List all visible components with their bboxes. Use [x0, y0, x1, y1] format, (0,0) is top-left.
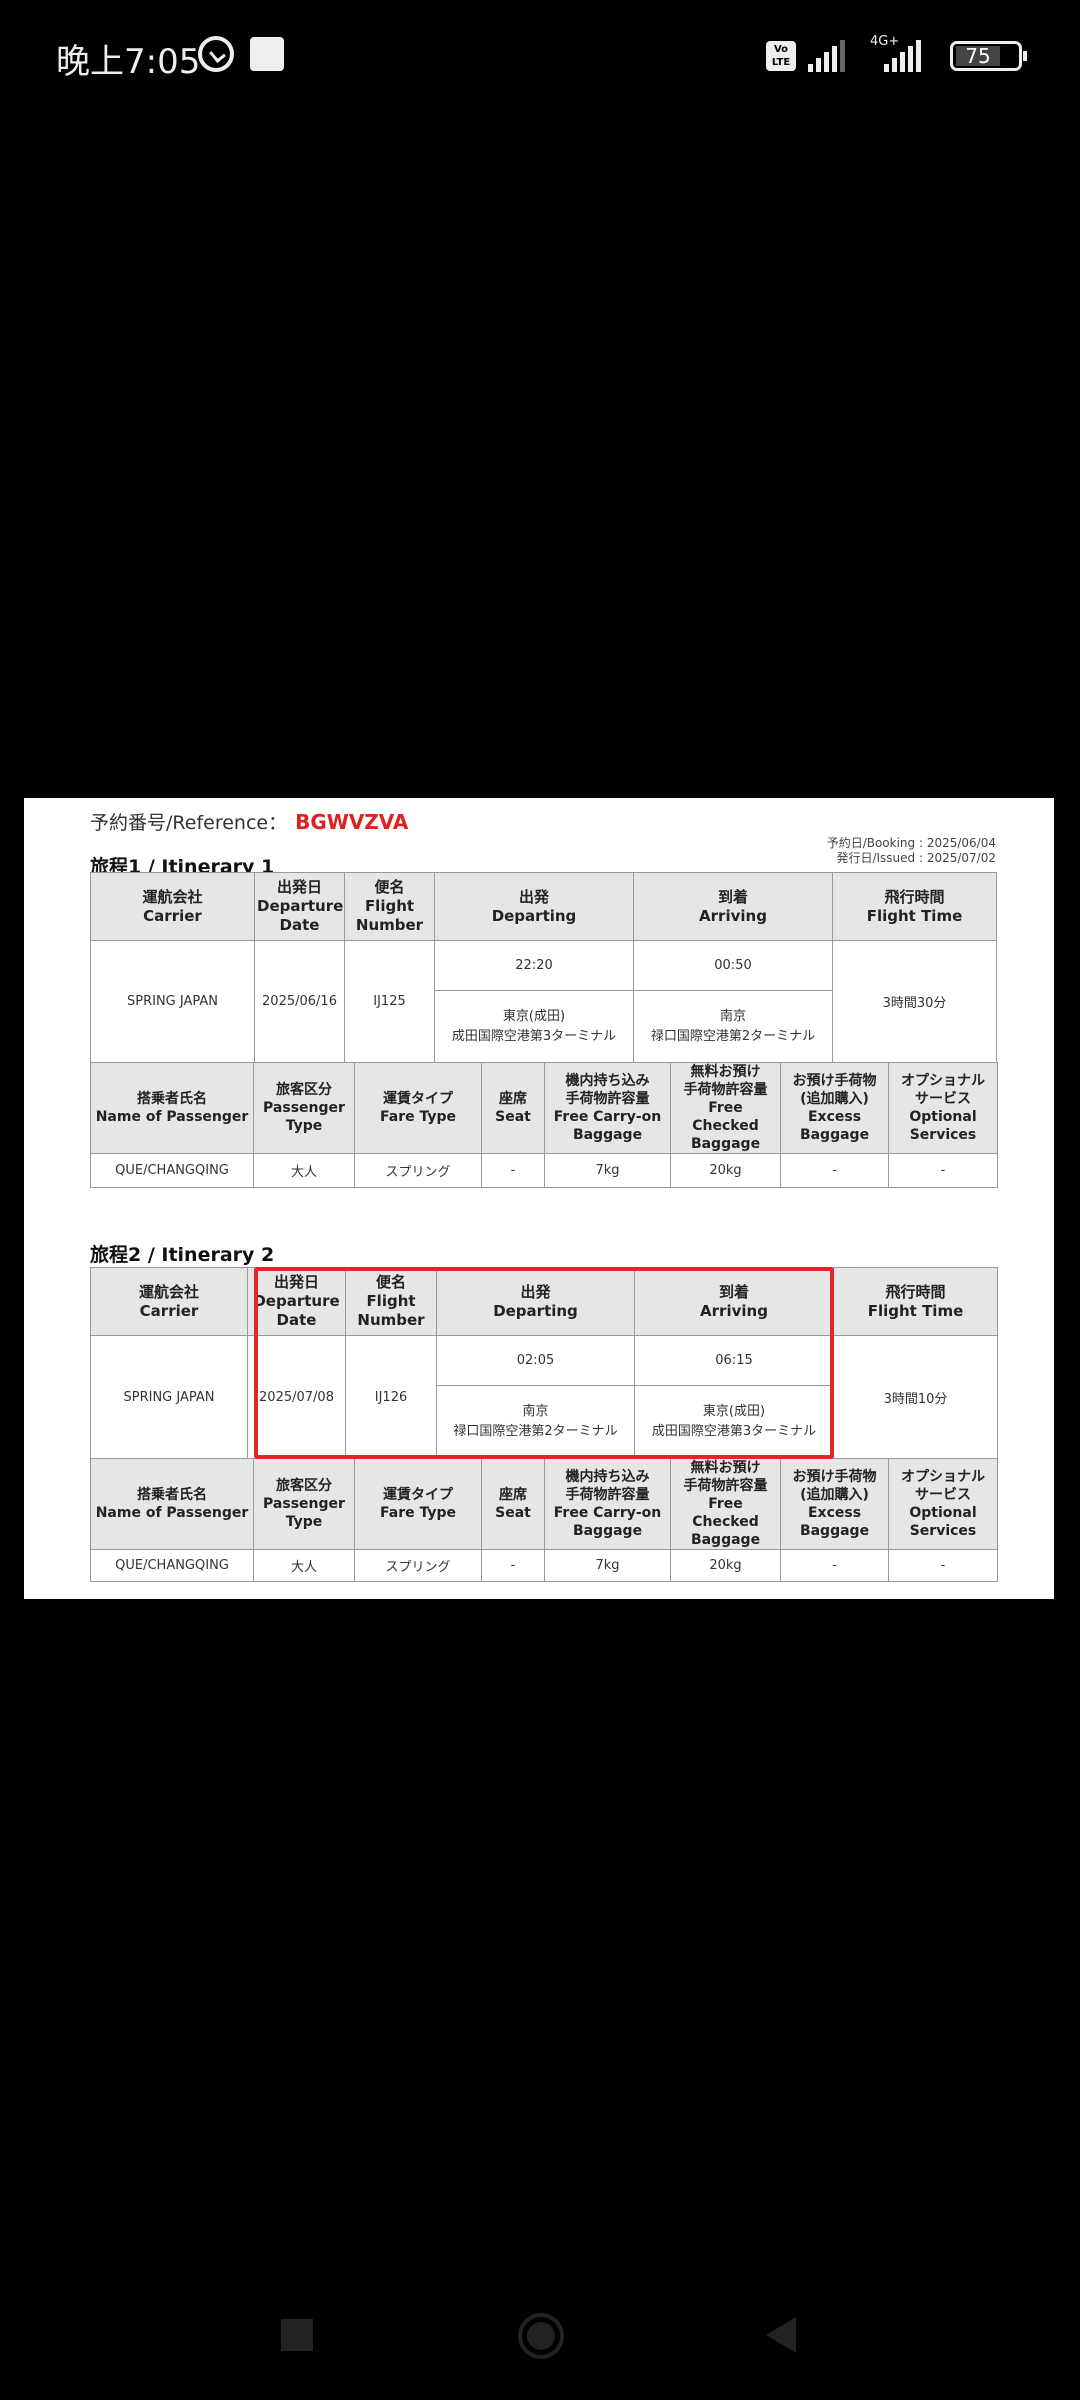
volte-icon: Vo LTE: [766, 41, 796, 71]
passenger-row: QUE/CHANGQING 大人 スプリング -7kg 20kg - -: [90, 1549, 998, 1582]
column-header: オプショナル サービス Optional Services: [888, 1458, 998, 1550]
signal-icon-2: [884, 40, 921, 72]
column-header: 出発日 Departure Date: [247, 1267, 346, 1336]
signal-icon: [808, 40, 845, 72]
passenger-row: QUE/CHANGQING 大人 スプリング -7kg 20kg - -: [90, 1153, 998, 1188]
battery-icon: 75: [950, 41, 1027, 71]
column-header: 旅客区分 Passenger Type: [253, 1062, 355, 1154]
passenger-table: 搭乗者氏名 Name of Passenger 旅客区分 Passenger Ty…: [90, 1062, 998, 1188]
column-header: 便名 Flight Number: [344, 872, 435, 941]
departure-time: 22:20: [434, 940, 634, 991]
passenger-type: 大人: [253, 1549, 355, 1582]
column-header: 便名 Flight Number: [345, 1267, 437, 1336]
network-type: 4G+: [870, 34, 900, 49]
arrival-time: 00:50: [633, 940, 833, 991]
column-header: 飛行時間 Flight Time: [832, 872, 997, 941]
alarm-icon: [198, 36, 234, 72]
column-header: オプショナル サービス Optional Services: [888, 1062, 998, 1154]
status-bar: 晚上7:05 Vo LTE 4G+ 75: [0, 0, 1080, 110]
column-header: 飛行時間 Flight Time: [833, 1267, 998, 1336]
departure-place: 東京(成田) 成田国際空港第3ターミナル: [434, 990, 634, 1063]
passenger-carry-on: 7kg: [544, 1549, 671, 1582]
column-header: 出発 Departing: [434, 872, 634, 941]
highlight-box: [254, 1267, 834, 1459]
passenger-excess: -: [780, 1153, 889, 1188]
reference: 予約番号/Reference： BGWVZVA: [90, 810, 409, 834]
carrier: SPRING JAPAN: [90, 1335, 248, 1459]
recents-icon[interactable]: [281, 2319, 313, 2351]
passenger-fare: スプリング: [354, 1549, 482, 1582]
departure-time: 02:05: [436, 1335, 635, 1386]
arrival-place: 南京 禄口国際空港第2ターミナル: [633, 990, 833, 1063]
column-header: 機内持ち込み 手荷物許容量 Free Carry-on Baggage: [544, 1062, 671, 1154]
column-header: 座席 Seat: [481, 1458, 545, 1550]
column-header: 旅客区分 Passenger Type: [253, 1458, 355, 1550]
flight-table: 運航会社 Carrier 出発日 Departure Date 便名 Flight …: [90, 1267, 998, 1459]
passenger-table: 搭乗者氏名 Name of Passenger 旅客区分 Passenger Ty…: [90, 1458, 998, 1582]
flight-number: IJ126: [345, 1335, 437, 1459]
column-header: 搭乗者氏名 Name of Passenger: [90, 1062, 254, 1154]
flight-time: 3時間30分: [832, 940, 997, 1063]
clock: 晚上7:05: [56, 42, 201, 82]
flight-table: 運航会社 Carrier 出発日 Departure Date 便名 Flight …: [90, 872, 997, 1063]
column-header: 到着 Arriving: [633, 872, 833, 941]
column-header: 運賃タイプ Fare Type: [354, 1458, 482, 1550]
column-header: 無料お預け 手荷物許容量 Free Checked Baggage: [670, 1062, 781, 1154]
column-header: お預け手荷物 (追加購入) Excess Baggage: [780, 1062, 889, 1154]
column-header: 搭乗者氏名 Name of Passenger: [90, 1458, 254, 1550]
column-header: 運航会社 Carrier: [90, 1267, 248, 1336]
flight-number: IJ125: [344, 940, 435, 1063]
passenger-carry-on: 7kg: [544, 1153, 671, 1188]
passenger-seat: -: [481, 1153, 545, 1188]
passenger-optional: -: [888, 1153, 998, 1188]
column-header: お預け手荷物 (追加購入) Excess Baggage: [780, 1458, 889, 1550]
passenger-optional: -: [888, 1549, 998, 1582]
flight-time: 3時間10分: [833, 1335, 998, 1459]
column-header: 運航会社 Carrier: [90, 872, 255, 941]
column-header: 到着 Arriving: [634, 1267, 834, 1336]
battery-level: 75: [956, 46, 1000, 66]
column-header: 出発日 Departure Date: [254, 872, 345, 941]
notification-icon: [250, 37, 284, 71]
departure-date: 2025/06/16: [254, 940, 345, 1063]
passenger-name: QUE/CHANGQING: [90, 1549, 254, 1582]
passenger-type: 大人: [253, 1153, 355, 1188]
carrier: SPRING JAPAN: [90, 940, 255, 1063]
departure-date: 2025/07/08: [247, 1335, 346, 1459]
passenger-name: QUE/CHANGQING: [90, 1153, 254, 1188]
arrival-time: 06:15: [634, 1335, 834, 1386]
column-header: 座席 Seat: [481, 1062, 545, 1154]
passenger-checked: 20kg: [670, 1549, 781, 1582]
issue-dates: 予約日/Booking : 2025/06/04 発行日/Issued : 202…: [826, 836, 996, 865]
column-header: 無料お預け 手荷物許容量 Free Checked Baggage: [670, 1458, 781, 1550]
column-header: 機内持ち込み 手荷物許容量 Free Carry-on Baggage: [544, 1458, 671, 1550]
departure-place: 南京 禄口国際空港第2ターミナル: [436, 1385, 635, 1459]
passenger-checked: 20kg: [670, 1153, 781, 1188]
passenger-seat: -: [481, 1549, 545, 1582]
itinerary-title: 旅程2 / Itinerary 2: [90, 1244, 275, 1266]
back-icon[interactable]: [766, 2317, 796, 2353]
reference-code: BGWVZVA: [295, 810, 409, 834]
column-header: 運賃タイプ Fare Type: [354, 1062, 482, 1154]
home-icon[interactable]: [518, 2313, 564, 2359]
passenger-excess: -: [780, 1549, 889, 1582]
passenger-fare: スプリング: [354, 1153, 482, 1188]
